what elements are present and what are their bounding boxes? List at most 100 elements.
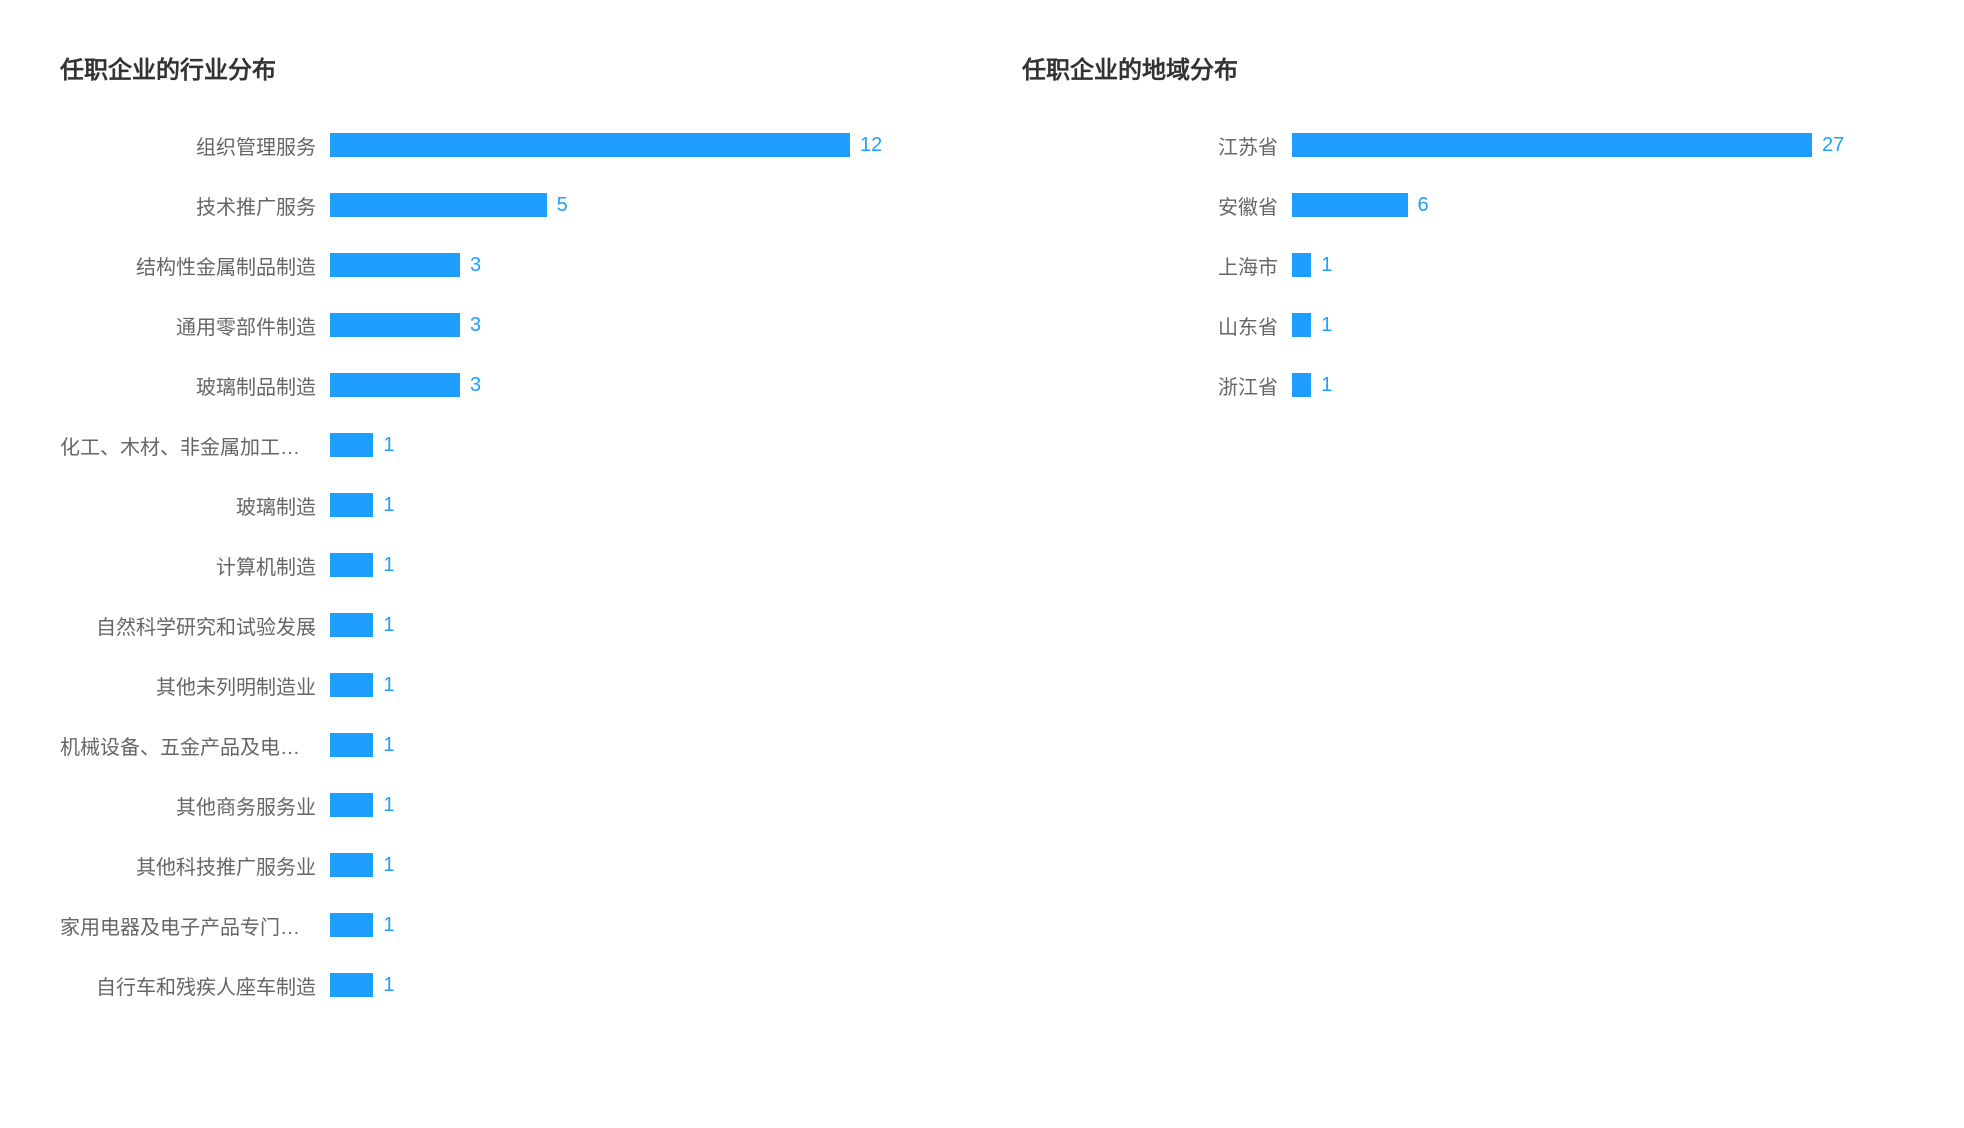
value-label: 27 bbox=[1812, 134, 1844, 157]
bar-row: 机械设备、五金产品及电子... 1 bbox=[60, 715, 942, 775]
bar-track: 5 bbox=[330, 193, 942, 217]
bar-track: 1 bbox=[1292, 373, 1904, 397]
value-label: 3 bbox=[460, 314, 481, 337]
bar bbox=[330, 373, 460, 397]
category-label: 玻璃制造 bbox=[60, 491, 330, 520]
category-label: 化工、木材、非金属加工专... bbox=[60, 431, 330, 460]
bar bbox=[330, 913, 373, 937]
value-label: 1 bbox=[373, 794, 394, 817]
bar-row: 其他科技推广服务业 1 bbox=[60, 835, 942, 895]
bar-track: 1 bbox=[330, 793, 942, 817]
bar-row: 山东省 1 bbox=[1022, 295, 1904, 355]
bar bbox=[330, 793, 373, 817]
category-label: 自行车和残疾人座车制造 bbox=[60, 971, 330, 1000]
bar bbox=[330, 253, 460, 277]
bar-track: 1 bbox=[330, 913, 942, 937]
bar-row: 组织管理服务 12 bbox=[60, 115, 942, 175]
category-label: 其他未列明制造业 bbox=[60, 671, 330, 700]
category-label: 其他科技推广服务业 bbox=[60, 851, 330, 880]
industry-chart: 任职企业的行业分布 组织管理服务12技术推广服务5结构性金属制品制造3通用零部件… bbox=[60, 50, 942, 1015]
value-label: 1 bbox=[373, 734, 394, 757]
value-label: 1 bbox=[373, 914, 394, 937]
bar-row: 浙江省 1 bbox=[1022, 355, 1904, 415]
bar-row: 安徽省 6 bbox=[1022, 175, 1904, 235]
category-label: 通用零部件制造 bbox=[60, 311, 330, 340]
value-label: 1 bbox=[1311, 314, 1332, 337]
category-label: 组织管理服务 bbox=[60, 131, 330, 160]
bar-row: 自行车和残疾人座车制造 1 bbox=[60, 955, 942, 1015]
industry-chart-title: 任职企业的行业分布 bbox=[60, 50, 942, 85]
value-label: 12 bbox=[850, 134, 882, 157]
bar bbox=[330, 193, 547, 217]
bar-row: 玻璃制造1 bbox=[60, 475, 942, 535]
bar-track: 1 bbox=[330, 973, 942, 997]
category-label: 机械设备、五金产品及电子... bbox=[60, 731, 330, 760]
value-label: 1 bbox=[1311, 374, 1332, 397]
bar-row: 自然科学研究和试验发展 1 bbox=[60, 595, 942, 655]
category-label: 安徽省 bbox=[1022, 191, 1292, 220]
value-label: 5 bbox=[547, 194, 568, 217]
bar-track: 3 bbox=[330, 313, 942, 337]
bar bbox=[1292, 313, 1311, 337]
value-label: 1 bbox=[373, 554, 394, 577]
bar-row: 其他商务服务业 1 bbox=[60, 775, 942, 835]
value-label: 3 bbox=[460, 254, 481, 277]
region-chart-rows: 江苏省27安徽省6上海市1山东省1浙江省1 bbox=[1022, 115, 1904, 415]
bar-track: 1 bbox=[330, 553, 942, 577]
region-chart: 任职企业的地域分布 江苏省27安徽省6上海市1山东省1浙江省1 bbox=[1022, 50, 1904, 1015]
charts-container: 任职企业的行业分布 组织管理服务12技术推广服务5结构性金属制品制造3通用零部件… bbox=[60, 50, 1904, 1015]
bar bbox=[330, 433, 373, 457]
category-label: 自然科学研究和试验发展 bbox=[60, 611, 330, 640]
bar bbox=[330, 673, 373, 697]
category-label: 玻璃制品制造 bbox=[60, 371, 330, 400]
bar-row: 化工、木材、非金属加工专... 1 bbox=[60, 415, 942, 475]
bar bbox=[1292, 373, 1311, 397]
category-label: 其他商务服务业 bbox=[60, 791, 330, 820]
bar bbox=[330, 973, 373, 997]
bar-row: 结构性金属制品制造3 bbox=[60, 235, 942, 295]
bar bbox=[330, 133, 850, 157]
category-label: 浙江省 bbox=[1022, 371, 1292, 400]
value-label: 1 bbox=[373, 614, 394, 637]
category-label: 山东省 bbox=[1022, 311, 1292, 340]
value-label: 1 bbox=[373, 974, 394, 997]
bar bbox=[330, 313, 460, 337]
industry-chart-rows: 组织管理服务 12 技术推广服务 5 结构性金属制品制造3 通用零部件制造 3 玻璃制品制造 3… bbox=[60, 115, 942, 1015]
value-label: 1 bbox=[373, 434, 394, 457]
bar-track: 1 bbox=[1292, 253, 1904, 277]
category-label: 家用电器及电子产品专门零... bbox=[60, 911, 330, 940]
category-label: 上海市 bbox=[1022, 251, 1292, 280]
category-label: 江苏省 bbox=[1022, 131, 1292, 160]
value-label: 3 bbox=[460, 374, 481, 397]
bar-track: 1 bbox=[330, 433, 942, 457]
bar-row: 通用零部件制造 3 bbox=[60, 295, 942, 355]
bar bbox=[330, 493, 373, 517]
bar-track: 1 bbox=[330, 493, 942, 517]
bar-track: 3 bbox=[330, 253, 942, 277]
bar-track: 1 bbox=[330, 673, 942, 697]
bar bbox=[1292, 193, 1408, 217]
region-chart-title: 任职企业的地域分布 bbox=[1022, 50, 1904, 85]
bar-track: 12 bbox=[330, 133, 942, 157]
bar bbox=[330, 553, 373, 577]
value-label: 1 bbox=[373, 674, 394, 697]
category-label: 计算机制造 bbox=[60, 551, 330, 580]
bar bbox=[1292, 133, 1812, 157]
bar-track: 1 bbox=[330, 613, 942, 637]
bar-track: 3 bbox=[330, 373, 942, 397]
bar-track: 1 bbox=[330, 853, 942, 877]
bar bbox=[330, 853, 373, 877]
bar-row: 上海市1 bbox=[1022, 235, 1904, 295]
bar-row: 玻璃制品制造 3 bbox=[60, 355, 942, 415]
bar bbox=[330, 613, 373, 637]
bar-row: 技术推广服务 5 bbox=[60, 175, 942, 235]
category-label: 技术推广服务 bbox=[60, 191, 330, 220]
bar-track: 1 bbox=[1292, 313, 1904, 337]
bar bbox=[1292, 253, 1311, 277]
value-label: 6 bbox=[1408, 194, 1429, 217]
value-label: 1 bbox=[373, 854, 394, 877]
bar-track: 1 bbox=[330, 733, 942, 757]
bar-row: 计算机制造 1 bbox=[60, 535, 942, 595]
bar-row: 家用电器及电子产品专门零... 1 bbox=[60, 895, 942, 955]
bar-row: 江苏省 27 bbox=[1022, 115, 1904, 175]
